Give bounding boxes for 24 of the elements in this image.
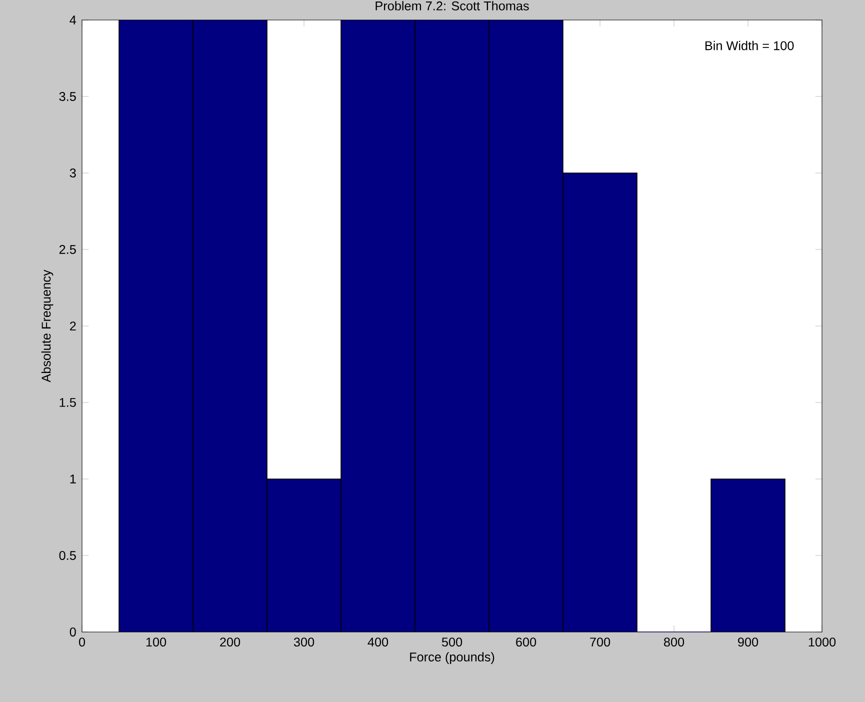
x-axis-title: Force (pounds) bbox=[410, 652, 494, 664]
y-tick-label: 3.5 bbox=[59, 92, 76, 101]
y-tick-label: 0 bbox=[70, 628, 76, 636]
x-tick-label: 200 bbox=[220, 638, 240, 647]
y-tick-label: 3 bbox=[70, 168, 76, 178]
y-tick-label: 0.5 bbox=[59, 551, 76, 560]
x-tick-label: 400 bbox=[368, 638, 388, 647]
x-tick-label: 0 bbox=[78, 638, 86, 647]
y-axis-title: Absolute Frequency bbox=[41, 270, 54, 382]
y-tick-label: 4 bbox=[70, 16, 76, 24]
x-tick-label: 900 bbox=[738, 638, 758, 647]
x-tick-label: 800 bbox=[664, 638, 684, 647]
x-tick-label: 100 bbox=[146, 638, 166, 647]
x-tick-label: 600 bbox=[516, 638, 536, 647]
x-tick-label: 700 bbox=[590, 638, 610, 647]
chart-title: Problem 7.2: Scott Thomas bbox=[376, 1, 529, 10]
y-tick-label: 2 bbox=[70, 322, 76, 330]
x-tick-label: 300 bbox=[294, 638, 314, 647]
x-tick-label: 500 bbox=[442, 638, 462, 647]
y-tick-label: 2.5 bbox=[59, 245, 76, 254]
annotation: Bin Width = 100 bbox=[705, 40, 794, 50]
y-tick-label: 1 bbox=[70, 474, 76, 484]
y-tick-label: 1.5 bbox=[60, 398, 76, 407]
x-tick-label: 1000 bbox=[808, 638, 836, 647]
